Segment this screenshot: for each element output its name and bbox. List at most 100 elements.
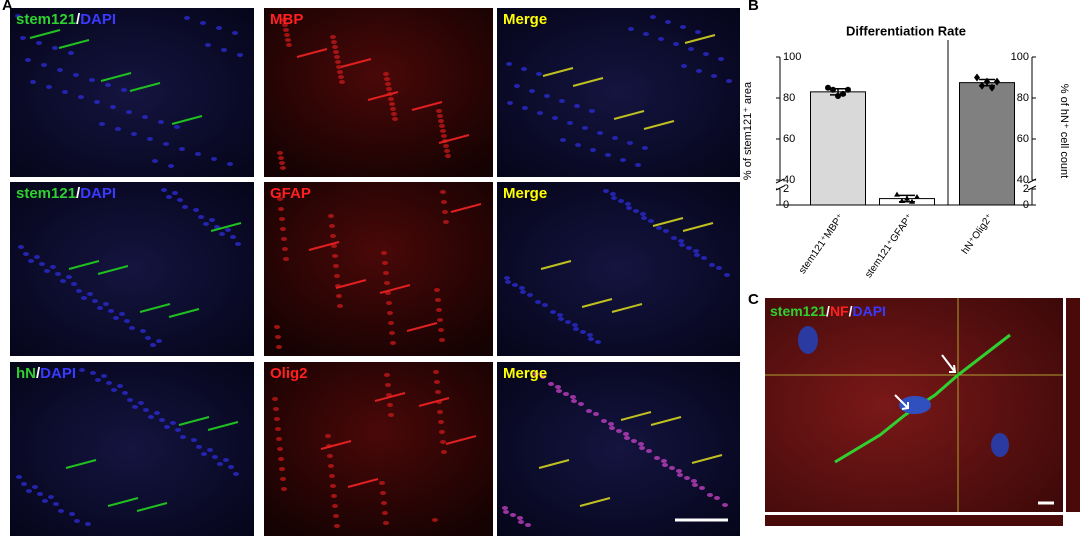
cell: [276, 437, 282, 441]
cell: [95, 378, 101, 382]
cell: [662, 463, 668, 467]
fiber: [210, 222, 242, 232]
cell: [438, 119, 444, 123]
cell: [330, 35, 336, 39]
cell: [221, 48, 227, 52]
cell: [34, 255, 40, 259]
cell: [20, 36, 26, 40]
cell: [334, 524, 340, 528]
data-point: [894, 191, 900, 197]
y-tick-label: 2: [783, 183, 789, 195]
cell: [74, 519, 80, 523]
cell: [703, 52, 709, 56]
cell: [212, 455, 218, 459]
cell: [574, 104, 580, 108]
cell: [391, 112, 397, 116]
side-view: [765, 515, 1063, 526]
cell: [633, 209, 639, 213]
cell: [437, 318, 443, 322]
cell: [85, 522, 91, 526]
cell: [23, 252, 29, 256]
cell: [601, 419, 607, 423]
cell: [552, 116, 558, 120]
cell: [101, 374, 107, 378]
cell: [172, 191, 178, 195]
cell: [525, 523, 531, 527]
fiber: [379, 284, 411, 294]
cell: [193, 208, 199, 212]
cell: [381, 501, 387, 505]
cell: [383, 521, 389, 525]
cell: [333, 264, 339, 268]
cell: [71, 282, 77, 286]
label-part: MBP: [270, 11, 303, 28]
cell: [174, 125, 180, 129]
cell: [273, 407, 279, 411]
cell: [388, 97, 394, 101]
cell: [388, 321, 394, 325]
micrograph: [10, 8, 254, 177]
cell: [610, 192, 616, 196]
cell: [441, 200, 447, 204]
cell: [656, 226, 662, 230]
fiber: [335, 279, 367, 289]
cell: [625, 202, 631, 206]
label-part: Olig2: [270, 365, 308, 382]
cell: [237, 53, 243, 57]
cell: [558, 317, 564, 321]
cell: [701, 256, 707, 260]
cell: [150, 343, 156, 347]
cell: [510, 513, 516, 517]
cell: [81, 296, 87, 300]
cell: [121, 88, 127, 92]
cell: [382, 261, 388, 265]
cell: [507, 101, 513, 105]
y2-tick-label: 40: [1017, 174, 1029, 186]
cell: [331, 40, 337, 44]
cell: [205, 43, 211, 47]
fiber: [178, 416, 210, 426]
cell: [281, 237, 287, 241]
cell: [140, 329, 146, 333]
cell: [195, 152, 201, 156]
cell: [328, 464, 334, 468]
cell: [124, 319, 130, 323]
fiber: [652, 217, 684, 227]
cell: [589, 109, 595, 113]
cell: [282, 23, 288, 27]
cell: [66, 275, 72, 279]
fiber: [374, 392, 406, 402]
micrograph: [264, 362, 493, 536]
cell: [726, 79, 732, 83]
cell: [281, 18, 287, 22]
panel-letter: A: [2, 0, 13, 14]
cell: [692, 483, 698, 487]
y-tick-label: 100: [783, 51, 801, 63]
cell: [105, 83, 111, 87]
cell: [209, 218, 215, 222]
cell: [37, 492, 43, 496]
cell: [99, 122, 105, 126]
fiber: [450, 203, 482, 213]
cell: [437, 410, 443, 414]
cell: [529, 89, 535, 93]
cell: [597, 131, 603, 135]
fiber: [100, 72, 132, 82]
cell: [380, 491, 386, 495]
fiber: [581, 298, 613, 308]
cell: [329, 224, 335, 228]
cell: [216, 26, 222, 30]
x-tick-label: hN⁺Olig2⁺: [960, 212, 996, 257]
cell: [612, 136, 618, 140]
fiber: [168, 308, 200, 318]
cell: [277, 447, 283, 451]
fiber: [542, 67, 574, 77]
cell: [278, 207, 284, 211]
cell: [36, 41, 42, 45]
cell: [586, 409, 592, 413]
cell: [147, 137, 153, 141]
cell: [390, 341, 396, 345]
cell: [441, 450, 447, 454]
y2-tick-label: 100: [1011, 51, 1029, 63]
cell: [280, 227, 286, 231]
